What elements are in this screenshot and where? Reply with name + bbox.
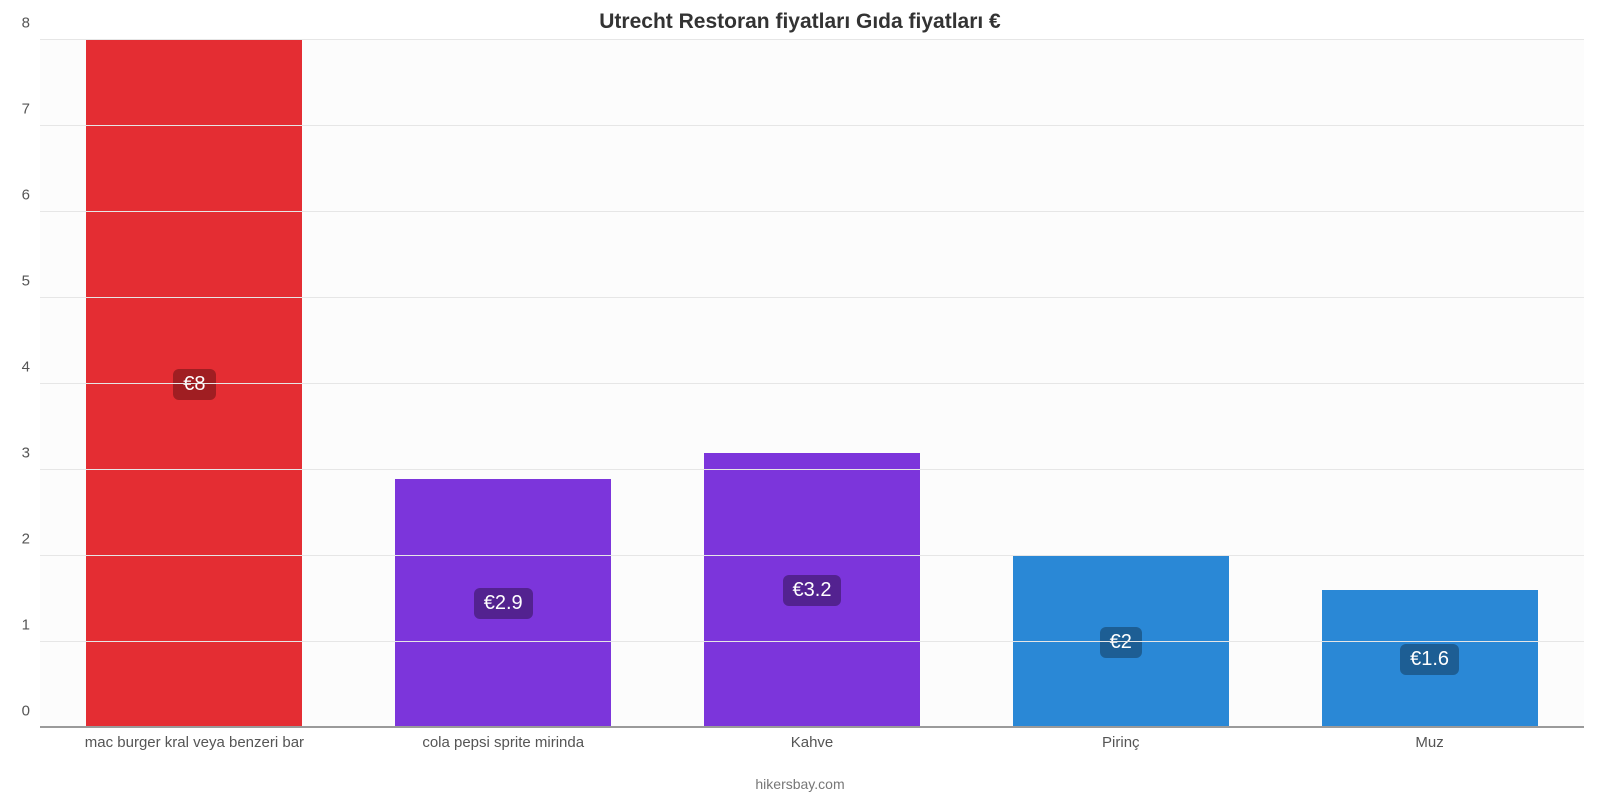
y-tick-label: 4 bbox=[22, 359, 40, 376]
gridline bbox=[40, 555, 1584, 556]
y-tick-label: 3 bbox=[22, 445, 40, 462]
x-axis-label: Muz bbox=[1275, 734, 1584, 751]
y-tick-label: 6 bbox=[22, 187, 40, 204]
x-axis-baseline bbox=[40, 726, 1584, 728]
bar-slot: €8 bbox=[40, 40, 349, 728]
y-tick-label: 7 bbox=[22, 101, 40, 118]
bar-slot: €2.9 bbox=[349, 40, 658, 728]
bar: €2 bbox=[1013, 556, 1229, 728]
y-tick-label: 0 bbox=[22, 703, 40, 720]
bar: €8 bbox=[86, 40, 302, 728]
gridline bbox=[40, 125, 1584, 126]
gridline bbox=[40, 641, 1584, 642]
gridline bbox=[40, 39, 1584, 40]
value-badge: €2.9 bbox=[474, 588, 533, 619]
bar: €3.2 bbox=[704, 453, 920, 728]
chart-source: hikersbay.com bbox=[0, 776, 1600, 792]
x-axis-label: Kahve bbox=[658, 734, 967, 751]
gridline bbox=[40, 383, 1584, 384]
plot-area: €8€2.9€3.2€2€1.6 012345678 bbox=[40, 40, 1584, 728]
price-bar-chart: Utrecht Restoran fiyatları Gıda fiyatlar… bbox=[0, 0, 1600, 800]
value-badge: €8 bbox=[173, 369, 215, 400]
x-axis-labels: mac burger kral veya benzeri barcola pep… bbox=[40, 734, 1584, 751]
x-axis-label: mac burger kral veya benzeri bar bbox=[40, 734, 349, 751]
value-badge: €1.6 bbox=[1400, 644, 1459, 675]
bars-container: €8 €2.9 €3.2 €2 €1.6 bbox=[40, 40, 1584, 728]
y-tick-label: 1 bbox=[22, 617, 40, 634]
x-axis-label: cola pepsi sprite mirinda bbox=[349, 734, 658, 751]
bar-slot: €1.6 bbox=[1275, 40, 1584, 728]
y-tick-label: 2 bbox=[22, 531, 40, 548]
gridline bbox=[40, 469, 1584, 470]
y-tick-label: 8 bbox=[22, 15, 40, 32]
x-axis-label: Pirinç bbox=[966, 734, 1275, 751]
bar-slot: €3.2 bbox=[658, 40, 967, 728]
bar-slot: €2 bbox=[966, 40, 1275, 728]
gridline bbox=[40, 211, 1584, 212]
gridline bbox=[40, 297, 1584, 298]
y-tick-label: 5 bbox=[22, 273, 40, 290]
bar: €1.6 bbox=[1322, 590, 1538, 728]
bar: €2.9 bbox=[395, 479, 611, 728]
value-badge: €2 bbox=[1100, 627, 1142, 658]
value-badge: €3.2 bbox=[783, 575, 842, 606]
chart-title: Utrecht Restoran fiyatları Gıda fiyatlar… bbox=[0, 10, 1600, 34]
